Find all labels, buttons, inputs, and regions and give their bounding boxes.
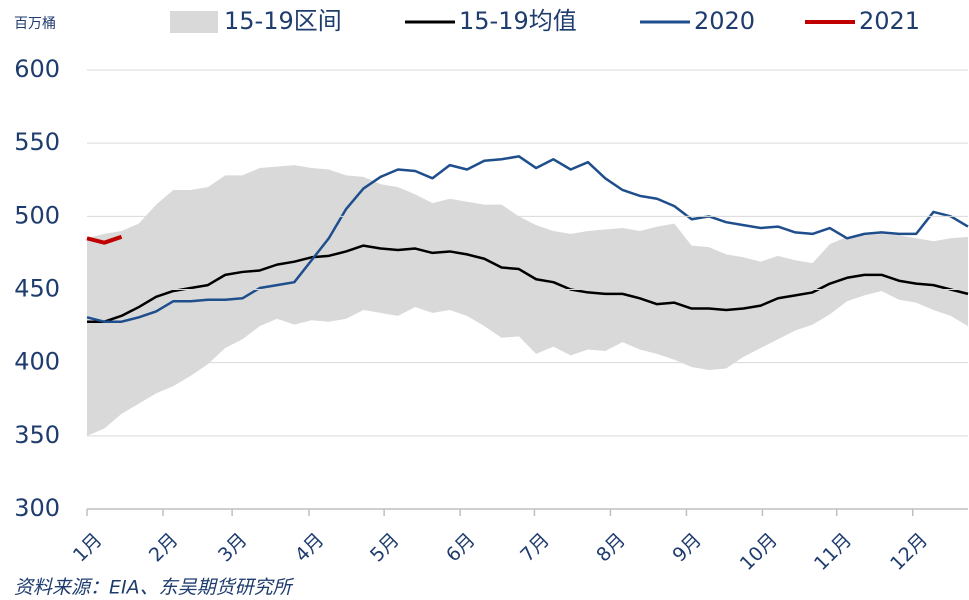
x-tick-label: 3月 xyxy=(214,529,252,567)
x-tick-label: 1月 xyxy=(69,529,107,567)
legend-swatch xyxy=(170,11,218,33)
y-tick-label: 500 xyxy=(14,201,60,229)
x-tick-label: 11月 xyxy=(810,529,856,575)
series-line xyxy=(87,244,969,323)
range-band xyxy=(87,165,968,436)
x-tick-label: 8月 xyxy=(592,529,630,567)
grid xyxy=(87,69,968,510)
series-line xyxy=(86,155,969,323)
legend-label: 15-19区间 xyxy=(224,7,342,35)
y-unit-label: 百万桶 xyxy=(14,16,56,32)
y-tick-label: 600 xyxy=(14,55,60,83)
legend-label: 2020 xyxy=(694,7,755,35)
y-tick-label: 400 xyxy=(14,348,60,376)
x-tick-label: 9月 xyxy=(668,529,706,567)
x-tick-label: 7月 xyxy=(516,529,554,567)
legend-label: 15-19均值 xyxy=(459,7,577,35)
x-tick-label: 5月 xyxy=(366,529,404,567)
x-tick-label: 2月 xyxy=(145,529,183,567)
x-tick-label: 6月 xyxy=(442,529,480,567)
source-note: 资料来源：EIA、东吴期货研究所 xyxy=(14,577,295,599)
series-line xyxy=(86,234,123,245)
legend-label: 2021 xyxy=(859,7,920,35)
y-tick-label: 550 xyxy=(14,128,60,156)
x-tick-label: 12月 xyxy=(886,529,932,575)
y-tick-label: 350 xyxy=(14,421,60,449)
y-tick-label: 300 xyxy=(14,494,60,522)
x-tick-label: 10月 xyxy=(736,529,782,575)
x-tick-label: 4月 xyxy=(291,529,329,567)
y-tick-label: 450 xyxy=(14,275,60,303)
